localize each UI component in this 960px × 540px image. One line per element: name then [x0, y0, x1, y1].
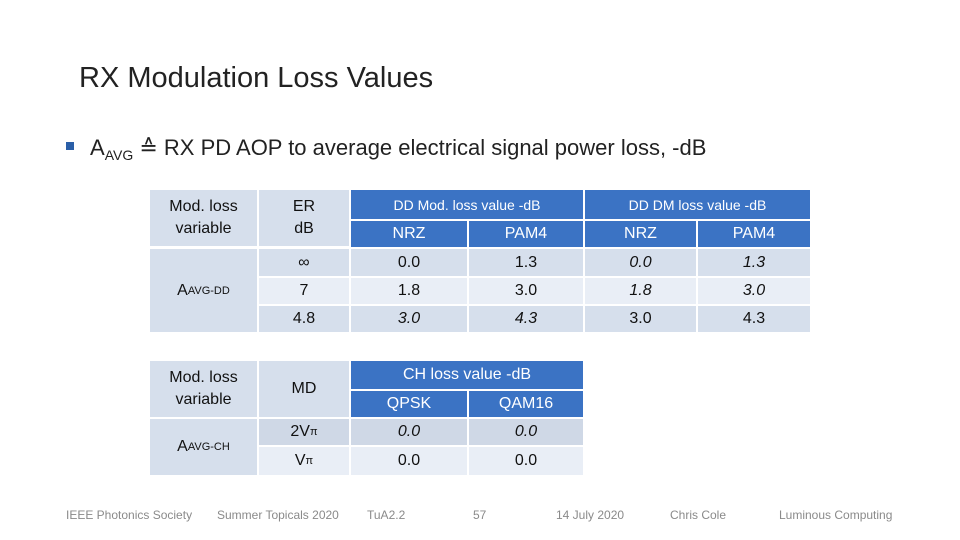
footer-author: Chris Cole	[670, 508, 727, 522]
row-label-main: A	[177, 281, 188, 299]
footer-date: 14 July 2020	[556, 508, 625, 522]
md-sub: π	[305, 455, 314, 467]
header-mod-loss-variable: Mod. loss variable	[150, 361, 257, 417]
header-mod-loss-label: Mod. loss variable	[169, 198, 238, 237]
header-mod-loss-label: Mod. loss variable	[169, 369, 238, 408]
header-dm-pam4: PAM4	[698, 221, 810, 247]
table-cell-qpsk: 0.0	[351, 419, 467, 445]
table-cell-qam16: 0.0	[469, 447, 583, 475]
bullet-line: AAVG ≙ RX PD AOP to average electrical s…	[66, 135, 706, 163]
table-cell-dm-nrz: 3.0	[585, 306, 696, 332]
table-cell-dd-pam4: 3.0	[469, 278, 583, 304]
header-qam16-label: QAM16	[498, 395, 554, 412]
header-ch-loss-group: CH loss value -dB	[351, 361, 583, 389]
header-ch-group-label: CH loss value -dB	[402, 366, 532, 383]
table-cell-dm-pam4: 3.0	[698, 278, 810, 304]
header-dm-nrz-label: NRZ	[624, 225, 657, 242]
header-dm-pam4-label: PAM4	[732, 225, 776, 242]
header-md-label: MD	[291, 380, 317, 397]
row-label-sub: AVG-DD	[187, 284, 230, 297]
header-md: MD	[259, 361, 349, 417]
header-dm-nrz: NRZ	[585, 221, 696, 247]
table-cell-er: 7	[259, 278, 349, 304]
header-dm-group-label: DD DM loss value -dB	[628, 196, 767, 213]
row-label-avg-dd: A AVG-DD	[150, 249, 257, 332]
row-label-main: A	[177, 438, 188, 455]
header-dd-pam4-label: PAM4	[504, 225, 548, 242]
footer-session: TuA2.2	[367, 508, 406, 522]
header-dd-pam4: PAM4	[469, 221, 583, 247]
header-qpsk: QPSK	[351, 391, 467, 417]
table-cell-er: 4.8	[259, 306, 349, 332]
table-cell-qpsk: 0.0	[351, 447, 467, 475]
header-dd-nrz: NRZ	[351, 221, 467, 247]
table-cell-dd-nrz: 1.8	[351, 278, 467, 304]
header-dd-group-label: DD Mod. loss value -dB	[393, 196, 541, 213]
header-dd-dm-loss-group: DD DM loss value -dB	[585, 190, 810, 219]
table-cell-er: ∞	[259, 249, 349, 276]
slide-title: RX Modulation Loss Values	[79, 62, 434, 94]
bullet-lead: A	[90, 135, 105, 160]
header-dd-mod-loss-group: DD Mod. loss value -dB	[351, 190, 583, 219]
table-cell-dd-pam4: 1.3	[469, 249, 583, 276]
md-sub: π	[309, 426, 318, 438]
bullet-text: RX PD AOP to average electrical signal p…	[163, 135, 707, 160]
header-mod-loss-variable: Mod. loss variable	[150, 190, 257, 246]
footer-society: IEEE Photonics Society	[66, 508, 193, 522]
row-label-sub: AVG-CH	[187, 441, 230, 453]
header-dd-nrz-label: NRZ	[392, 225, 426, 242]
footer-page-number: 57	[473, 508, 487, 522]
md-main: 2V	[290, 423, 310, 440]
table-cell-dm-pam4: 4.3	[698, 306, 810, 332]
table-cell-dm-pam4: 1.3	[698, 249, 810, 276]
header-er-db: ER dB	[259, 190, 349, 246]
table-cell-md: 2V π	[259, 419, 349, 445]
table-cell-dm-nrz: 1.8	[585, 278, 696, 304]
bullet-lead-subscript: AVG	[104, 147, 134, 163]
bullet-symbol: ≙	[133, 135, 164, 160]
md-main: V	[294, 452, 306, 469]
table-cell-dd-pam4: 4.3	[469, 306, 583, 332]
table-cell-qam16: 0.0	[469, 419, 583, 445]
header-er-label: ER dB	[292, 198, 316, 237]
table-cell-dm-nrz: 0.0	[585, 249, 696, 276]
square-bullet-icon	[66, 142, 74, 151]
footer-company: Luminous Computing	[779, 508, 893, 522]
table-cell-dd-nrz: 0.0	[351, 249, 467, 276]
row-label-avg-ch: A AVG-CH	[150, 419, 257, 475]
table-cell-dd-nrz: 3.0	[351, 306, 467, 332]
footer-event: Summer Topicals 2020	[217, 508, 339, 522]
header-qpsk-label: QPSK	[386, 395, 432, 412]
header-qam16: QAM16	[469, 391, 583, 417]
